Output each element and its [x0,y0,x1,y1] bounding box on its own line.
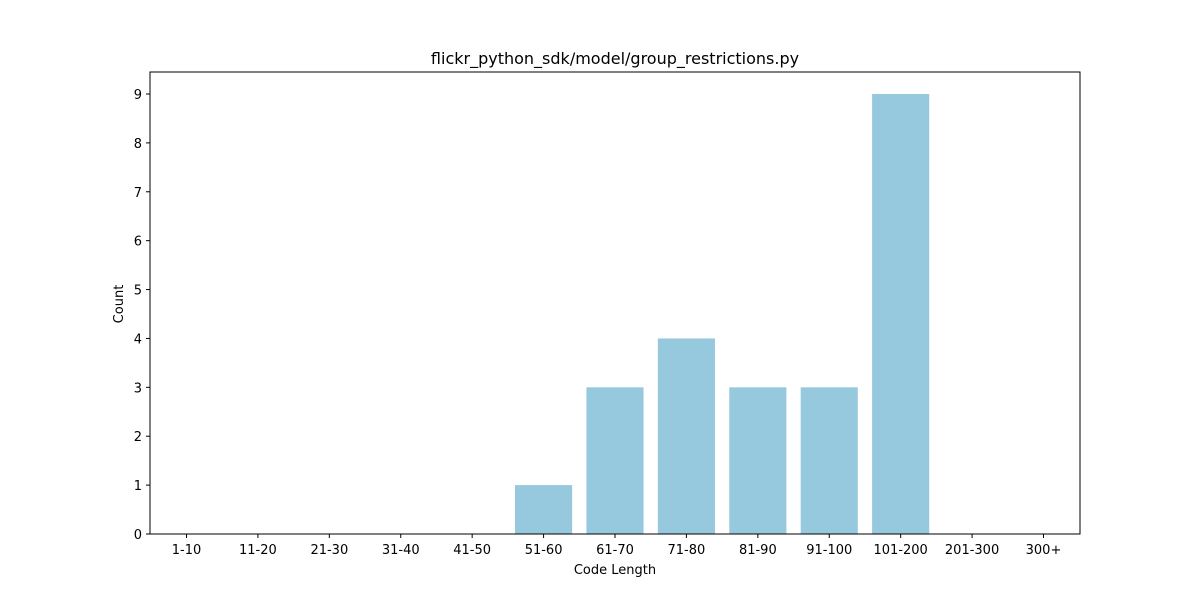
bars-layer [515,94,930,534]
y-axis-label: Count [112,285,127,324]
bar [515,485,573,534]
y-tick-label: 9 [134,88,142,103]
x-tick-label: 71-80 [668,543,706,558]
x-tick-label: 41-50 [453,543,491,558]
x-tick-label: 11-20 [239,543,277,558]
x-tick-label: 51-60 [525,543,563,558]
y-axis: 0 1 2 3 4 5 6 7 8 9 [134,88,150,543]
x-tick-label: 1-10 [172,543,202,558]
chart-title: flickr_python_sdk/model/group_restrictio… [431,49,799,69]
bar [872,94,930,534]
y-tick-label: 0 [134,528,142,543]
bar [586,387,644,534]
bar [657,338,715,534]
x-axis: 1-10 11-20 21-30 31-40 41-50 51-60 61-70 71-80 8… [172,534,1062,558]
y-tick-label: 3 [134,381,142,396]
bar [800,387,858,534]
y-tick-label: 4 [134,332,142,347]
x-axis-label: Code Length [574,563,656,578]
x-tick-label: 300+ [1026,543,1062,558]
x-tick-label: 81-90 [739,543,777,558]
x-tick-label: 201-300 [945,543,999,558]
y-tick-label: 8 [134,137,142,152]
y-tick-label: 6 [134,235,142,250]
y-tick-label: 7 [134,186,142,201]
bar [729,387,787,534]
y-tick-label: 5 [134,284,142,299]
x-tick-label: 31-40 [382,543,420,558]
plot-frame [149,71,1081,535]
y-tick-label: 1 [134,479,142,494]
y-tick-label: 2 [134,430,142,445]
x-tick-label: 21-30 [310,543,348,558]
x-tick-label: 91-100 [806,543,852,558]
x-tick-label: 61-70 [596,543,634,558]
x-tick-label: 101-200 [874,543,928,558]
